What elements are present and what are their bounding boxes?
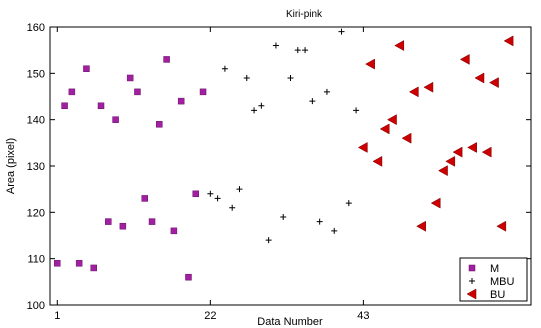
data-point-bu bbox=[387, 114, 397, 126]
chart-title: Kiri-pink bbox=[286, 9, 323, 20]
data-point-m bbox=[68, 88, 76, 96]
data-point-bu bbox=[496, 220, 507, 232]
plot-area bbox=[49, 26, 532, 306]
data-point-m bbox=[148, 218, 156, 225]
data-point-mbu bbox=[287, 74, 294, 81]
x-tick-label: 22 bbox=[204, 310, 216, 322]
data-point-m bbox=[97, 102, 105, 110]
data-point-m bbox=[54, 260, 61, 267]
data-point-bu bbox=[408, 86, 419, 98]
data-point-m bbox=[134, 88, 141, 96]
y-tick-label: 130 bbox=[27, 161, 45, 173]
y-tick-label: 110 bbox=[27, 254, 45, 266]
data-point-mbu bbox=[251, 107, 258, 114]
data-point-bu bbox=[459, 54, 470, 65]
data-point-mbu bbox=[207, 190, 214, 197]
data-point-m bbox=[126, 74, 134, 82]
data-point-mbu bbox=[265, 237, 272, 244]
data-point-mbu bbox=[353, 107, 360, 114]
data-point-bu bbox=[416, 220, 426, 232]
legend-label: M bbox=[490, 263, 499, 275]
data-point-bu bbox=[379, 123, 390, 135]
y-tick-label: 140 bbox=[27, 115, 45, 127]
data-points bbox=[54, 28, 514, 281]
data-point-m bbox=[163, 56, 170, 63]
data-point-bu bbox=[438, 165, 448, 177]
legend-label: MBU bbox=[490, 276, 515, 288]
data-point-m bbox=[90, 264, 97, 272]
y-tick-label: 100 bbox=[27, 300, 45, 312]
data-point-mbu bbox=[280, 213, 287, 220]
data-point-bu bbox=[372, 155, 383, 167]
x-tick-label: 1 bbox=[54, 310, 60, 322]
data-point-bu bbox=[423, 81, 434, 93]
data-point-bu bbox=[365, 58, 375, 70]
data-point-m bbox=[105, 218, 112, 225]
legend-label: BU bbox=[490, 289, 505, 301]
x-axis-title: Data Number bbox=[257, 316, 323, 328]
data-point-m bbox=[119, 222, 127, 230]
y-tick-label: 150 bbox=[27, 68, 45, 80]
data-point-mbu bbox=[229, 204, 236, 211]
data-point-m bbox=[61, 102, 68, 110]
data-point-mbu bbox=[272, 42, 279, 49]
data-point-bu bbox=[452, 146, 463, 158]
legend-marker-mbu bbox=[469, 278, 475, 284]
data-point-bu bbox=[481, 146, 492, 158]
data-point-m bbox=[83, 65, 90, 72]
data-point-bu bbox=[357, 142, 368, 153]
data-point-bu bbox=[503, 35, 514, 47]
data-point-m bbox=[185, 273, 192, 281]
data-point-m bbox=[112, 116, 119, 123]
data-point-bu bbox=[445, 155, 456, 167]
data-point-mbu bbox=[236, 186, 243, 193]
data-point-mbu bbox=[338, 28, 345, 35]
y-tick-label: 120 bbox=[27, 207, 45, 219]
legend-marker-bu bbox=[466, 288, 477, 300]
data-point-m bbox=[75, 260, 83, 267]
data-point-mbu bbox=[258, 102, 265, 109]
data-point-mbu bbox=[331, 227, 338, 234]
data-point-bu bbox=[430, 197, 441, 209]
data-point-mbu bbox=[345, 200, 352, 207]
data-point-mbu bbox=[221, 65, 228, 72]
data-point-bu bbox=[467, 142, 477, 153]
data-point-m bbox=[170, 227, 178, 235]
data-point-mbu bbox=[302, 47, 309, 54]
y-tick-label: 160 bbox=[27, 22, 45, 34]
data-point-bu bbox=[474, 72, 485, 84]
data-point-mbu bbox=[243, 74, 250, 81]
data-point-mbu bbox=[294, 47, 301, 54]
data-point-m bbox=[177, 97, 185, 105]
data-point-bu bbox=[394, 40, 405, 51]
legend-marker-m bbox=[468, 264, 476, 272]
data-point-m bbox=[192, 190, 200, 198]
data-point-mbu bbox=[316, 218, 323, 225]
x-tick-label: 43 bbox=[357, 310, 369, 322]
data-point-mbu bbox=[323, 88, 330, 95]
data-point-m bbox=[141, 195, 148, 202]
axis-ticks: 100 110 120 130 140 150 160 1 22 43 bbox=[27, 22, 531, 322]
data-point-bu bbox=[489, 77, 499, 89]
y-axis-title: Area (pixel) bbox=[5, 138, 17, 194]
data-point-mbu bbox=[309, 98, 316, 105]
data-point-mbu bbox=[214, 195, 221, 202]
data-point-m bbox=[199, 88, 207, 96]
data-point-bu bbox=[401, 132, 412, 144]
data-point-m bbox=[156, 121, 163, 128]
